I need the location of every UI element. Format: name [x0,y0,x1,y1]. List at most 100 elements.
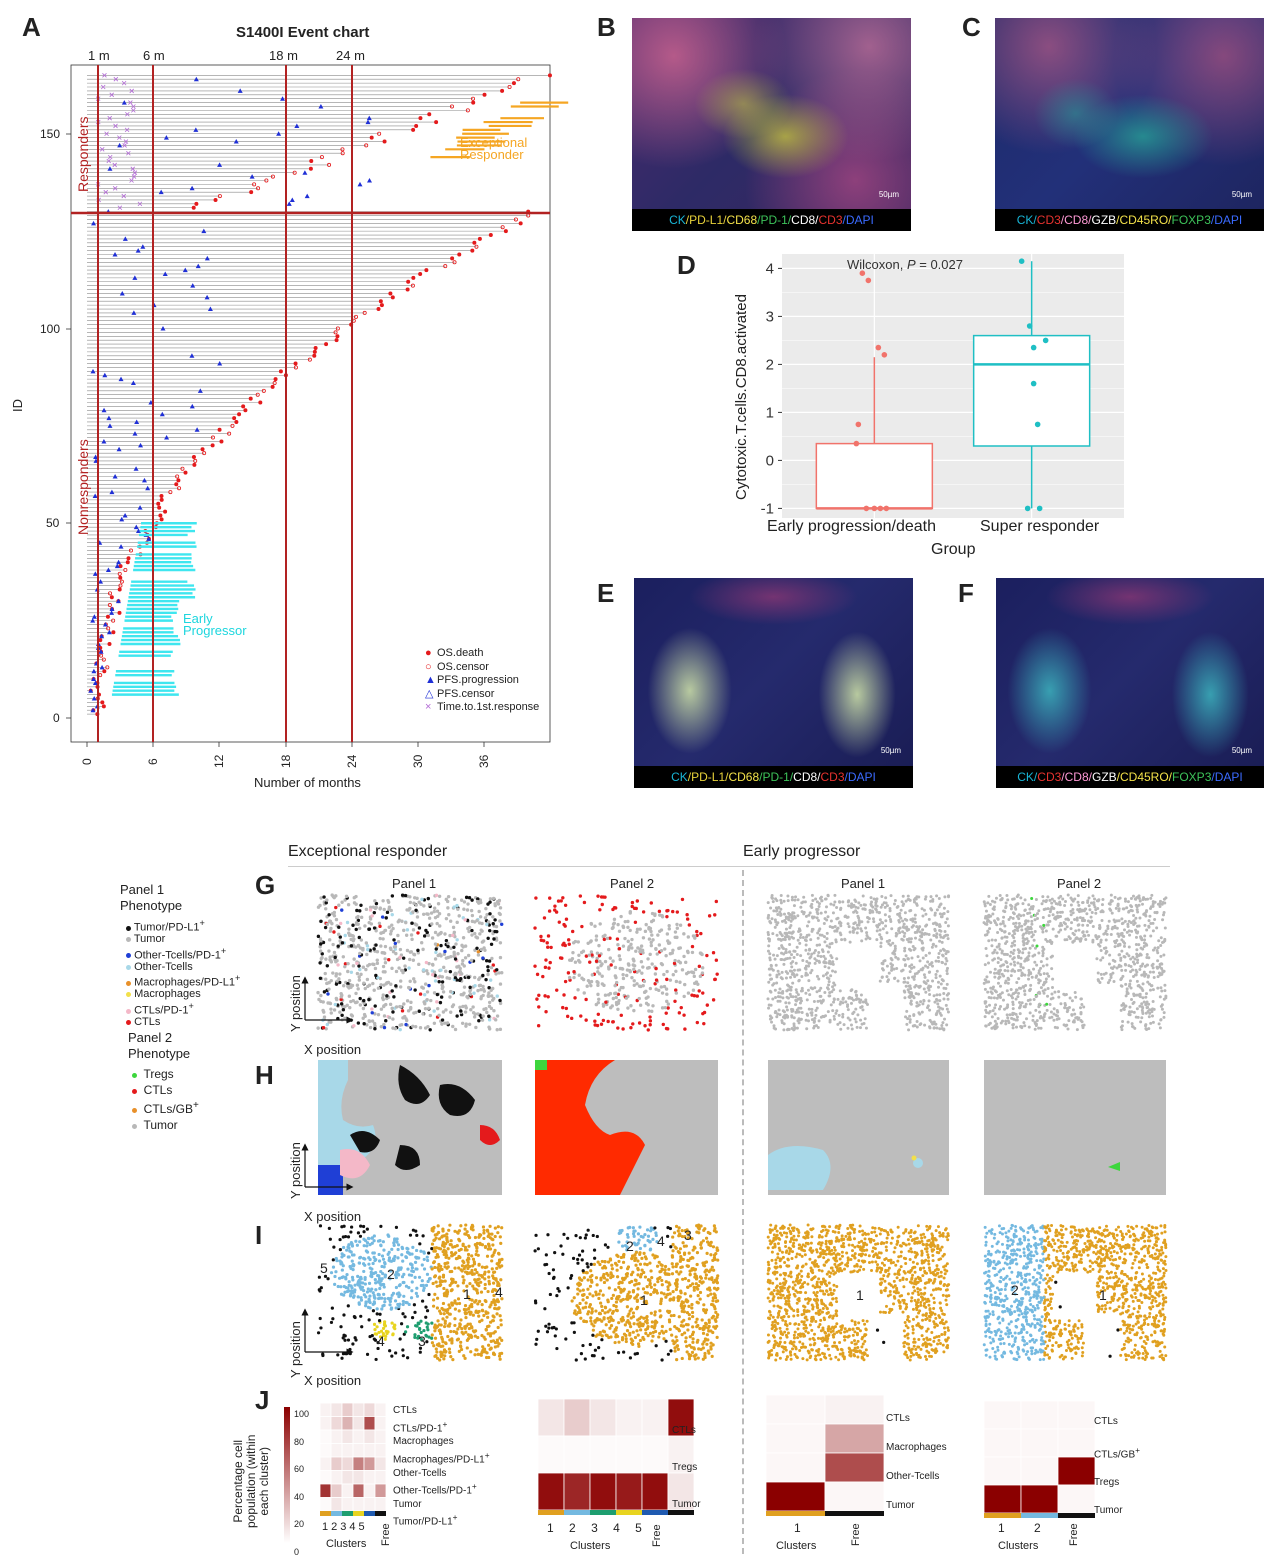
cell-point [1045,929,1048,932]
cell-point [706,1003,709,1006]
cluster-point [372,1291,375,1294]
os-marker [101,701,104,704]
cell-point [900,909,903,912]
cell-point [885,902,888,905]
cell-point [935,1013,938,1016]
cell-point [897,929,900,932]
cell-point [1012,1023,1015,1026]
cell-point [1144,1023,1147,1026]
cell-point [641,951,644,954]
cluster-point [493,1277,496,1280]
cell-point [473,984,476,987]
cell-point [1071,908,1074,911]
cell-point [328,981,331,984]
cell-point [1016,961,1019,964]
cluster-point [500,1339,503,1342]
cell-point [1004,1020,1007,1023]
cell-point [823,922,826,925]
cell-point [907,957,910,960]
cell-point [621,1027,624,1030]
cell-point [941,1007,944,1010]
cell-point [359,904,362,907]
cell-point [537,1005,540,1008]
cell-point [1051,997,1054,1000]
cell-point [339,922,342,925]
cell-point [365,941,368,944]
os-marker [519,222,522,225]
cell-point [770,964,773,967]
cell-point [342,955,345,958]
os-marker [412,276,415,279]
cell-point [480,929,483,932]
cell-point [329,1020,332,1023]
cell-point [1003,925,1006,928]
cell-point [846,916,849,919]
cluster-point [427,1293,430,1296]
cell-point [322,895,325,898]
cell-point [909,1002,912,1005]
cell-point [417,901,420,904]
cell-point [675,923,678,926]
cell-point [817,937,820,940]
cell-point [688,923,691,926]
cluster-point [426,1259,429,1262]
cell-point [788,1001,791,1004]
cell-point [836,917,839,920]
cell-point [775,1015,778,1018]
cell-point [696,994,699,997]
cell-point [333,911,336,914]
cell-point [902,925,905,928]
cell-point [631,901,634,904]
cell-point [1025,959,1028,962]
cluster-point [411,1316,414,1319]
cell-point [1059,1002,1062,1005]
cell-point [328,919,331,922]
cell-point [792,1022,795,1025]
cell-point [909,909,912,912]
cell-point [890,927,893,930]
cluster-point [475,1271,478,1274]
cluster-point [454,1281,457,1284]
cell-point [1126,992,1129,995]
wilcoxon-annotation: Wilcoxon, P = 0.027 [847,257,963,272]
cell-point [893,977,896,980]
cell-point [1097,898,1100,901]
cluster-point [430,1337,433,1340]
cell-point [879,980,882,983]
cell-point [474,1026,477,1029]
cell-point [399,1028,402,1031]
cell-point [910,956,913,959]
cell-point [816,944,819,947]
cell-point [793,975,796,978]
cell-point [820,912,823,915]
cell-point [1012,922,1015,925]
cell-point [452,951,455,954]
cell-point [338,1010,341,1013]
cluster-point [326,1277,329,1280]
data-point [856,422,862,428]
cell-point [907,1028,910,1031]
cap-c-6: /DAPI [1211,213,1242,227]
os-marker [244,409,247,412]
cell-point [385,994,388,997]
cell-point [825,918,828,921]
os-marker [428,113,431,116]
cell-point [618,954,621,957]
a-xtick-6: 6 [146,758,160,765]
cell-point [1081,924,1084,927]
cell-point [1082,901,1085,904]
cluster-point [418,1276,421,1279]
cell-point [681,968,684,971]
cluster-point [468,1282,471,1285]
cell-point [666,932,669,935]
cell-point [884,913,887,916]
cell-point [390,909,393,912]
cell-point [479,984,482,987]
cell-point [946,1008,949,1011]
cluster-point [454,1308,457,1311]
cell-point [1090,916,1093,919]
cell-point [815,908,818,911]
cell-point [1142,982,1145,985]
cell-point [1040,960,1043,963]
cell-point [497,971,500,974]
